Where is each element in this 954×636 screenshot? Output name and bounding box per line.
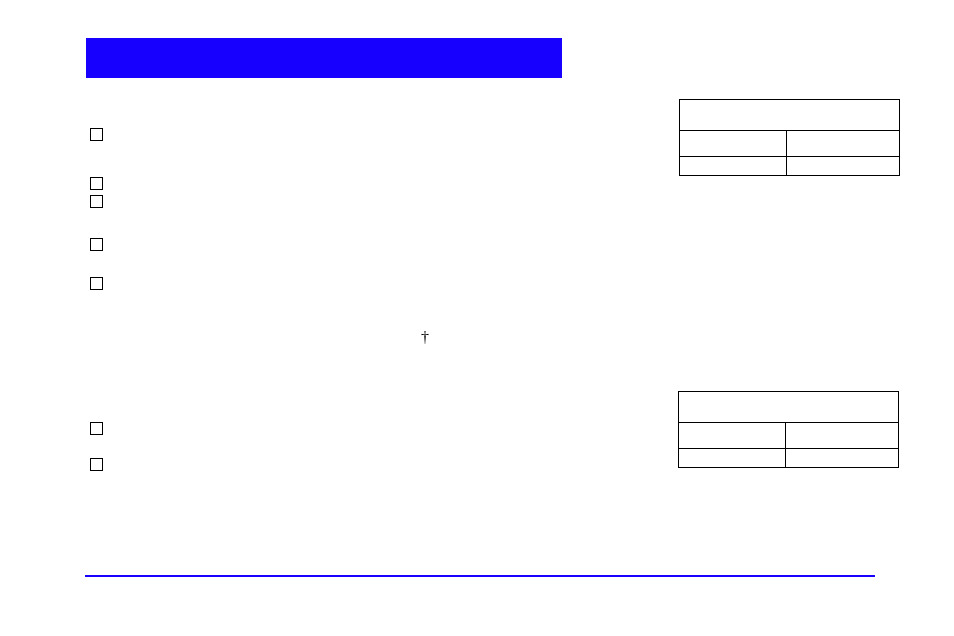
table-cell bbox=[787, 131, 900, 157]
table-cell bbox=[680, 131, 787, 157]
dagger-symbol: † bbox=[421, 329, 429, 347]
table-cell bbox=[679, 449, 786, 468]
checkbox-4[interactable] bbox=[90, 238, 103, 251]
checkbox-3[interactable] bbox=[90, 195, 103, 208]
horizontal-rule bbox=[85, 575, 875, 577]
checkbox-5[interactable] bbox=[90, 277, 103, 290]
checkbox-6[interactable] bbox=[90, 422, 103, 435]
table-cell bbox=[680, 100, 900, 131]
table-cell bbox=[679, 392, 899, 423]
table-1 bbox=[679, 99, 900, 176]
table-cell bbox=[679, 423, 786, 449]
table-cell bbox=[786, 449, 899, 468]
checkbox-1[interactable] bbox=[90, 128, 103, 141]
header-bar bbox=[86, 38, 562, 78]
table-2 bbox=[678, 391, 899, 468]
checkbox-2[interactable] bbox=[90, 177, 103, 190]
checkbox-7[interactable] bbox=[90, 458, 103, 471]
table-cell bbox=[680, 157, 787, 176]
table-cell bbox=[787, 157, 900, 176]
table-cell bbox=[786, 423, 899, 449]
